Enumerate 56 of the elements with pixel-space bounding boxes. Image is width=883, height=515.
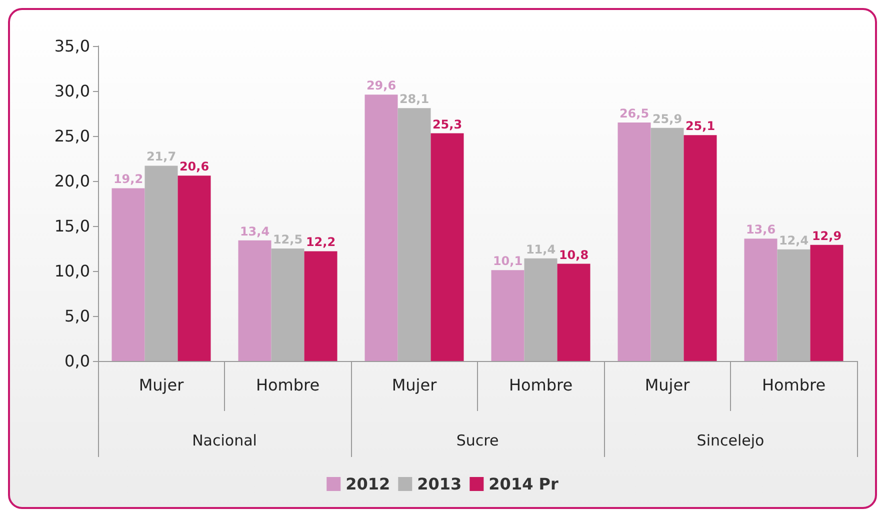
x-tick-label: Mujer (644, 376, 690, 394)
x-tick-label: Hombre (508, 376, 573, 394)
y-tick-label: 10,0 (54, 262, 90, 280)
y-tick-label: 25,0 (54, 126, 90, 146)
data-label: 26,5 (619, 106, 650, 120)
legend-label: 2014 Pr (488, 474, 558, 494)
data-label: 11,4 (526, 242, 556, 256)
text: Nacional (192, 432, 257, 450)
bar (684, 135, 717, 361)
data-label: 12,5 (272, 232, 303, 246)
data-label: 25,3 (432, 117, 462, 132)
bar (491, 270, 524, 361)
data-label: 10,8 (558, 248, 589, 262)
data-label: 25,1 (685, 119, 716, 134)
bar (271, 248, 304, 361)
x-tick-label: Mujer (392, 376, 438, 394)
legend-label: 2013 (417, 474, 462, 494)
y-tick-label: 35,0 (54, 36, 90, 56)
bar (398, 108, 431, 361)
bar (810, 244, 844, 361)
bar (112, 188, 145, 361)
data-label: 29,6 (366, 78, 396, 93)
bar (304, 251, 338, 361)
x-tick-label: Mujer (138, 376, 184, 394)
data-label: 12,2 (306, 235, 336, 250)
data-label: 10,1 (492, 254, 523, 268)
data-label: 13,6 (746, 222, 776, 237)
data-label: 13,4 (240, 224, 270, 238)
bar (557, 264, 590, 361)
x-tick-label: Hombre (762, 376, 826, 394)
legend-label: 2012 (346, 474, 390, 494)
y-tick-label: 15,0 (54, 216, 90, 236)
bar (178, 176, 211, 361)
y-tick-label: 5,0 (64, 306, 90, 326)
data-label: 12,9 (812, 228, 842, 243)
bar (744, 238, 778, 361)
text: Sucre (456, 432, 499, 450)
bar (364, 94, 398, 361)
y-tick-label: 20,0 (54, 172, 90, 190)
data-label: 12,4 (778, 233, 809, 248)
text: Sincelejo (696, 432, 764, 450)
bar (650, 128, 684, 361)
bar (524, 258, 558, 361)
y-tick-label: 30,0 (54, 82, 90, 100)
y-tick-label: 0,0 (64, 352, 90, 370)
data-label: 21,7 (146, 150, 176, 164)
x-tick-label: Hombre (256, 376, 320, 394)
data-label: 20,6 (179, 160, 210, 174)
bar (238, 240, 272, 361)
bar (618, 122, 651, 361)
bar (777, 249, 810, 361)
data-label: 19,2 (113, 172, 144, 186)
bar (144, 166, 178, 361)
data-label: 25,9 (652, 112, 682, 126)
bar (430, 133, 464, 361)
data-label: 28,1 (399, 92, 430, 106)
